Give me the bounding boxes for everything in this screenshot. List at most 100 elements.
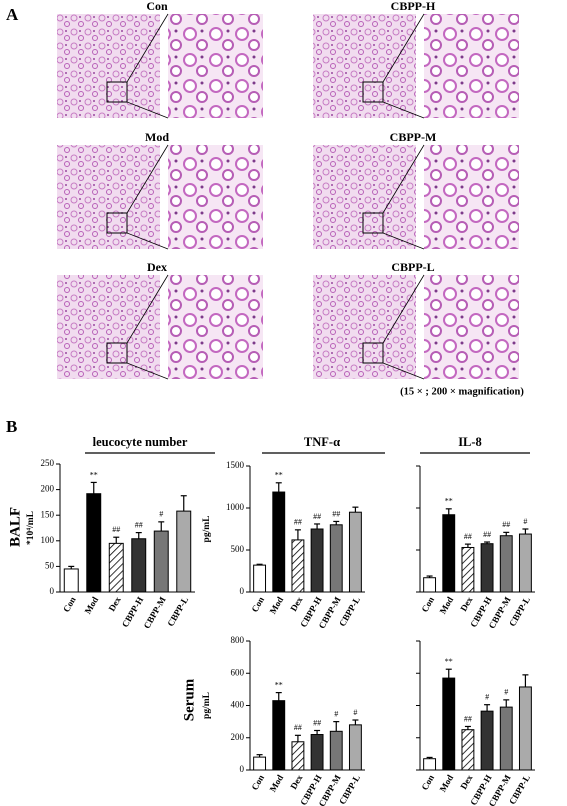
x-tick-label: Dex (288, 773, 304, 791)
bar (461, 546, 475, 593)
significance: # (485, 693, 489, 702)
zoom-line (382, 362, 425, 380)
roi-box (362, 81, 384, 103)
bar (131, 538, 147, 593)
significance: ** (90, 470, 98, 479)
y-tick-label: 200 (231, 732, 245, 742)
bar (329, 524, 343, 593)
bar (108, 542, 124, 593)
column-title: leucocyte number (93, 435, 188, 449)
x-tick-label: Dex (107, 595, 123, 613)
zoom-line (126, 13, 169, 83)
x-tick-label: Mod (268, 595, 286, 616)
y-tick-label: 150 (41, 509, 55, 519)
micrograph (57, 14, 160, 118)
y-tick-label: 400 (231, 700, 245, 710)
x-tick-label: Mod (438, 595, 456, 616)
y-tick-label: 0 (240, 586, 245, 596)
zoom-line (382, 144, 425, 214)
bar (86, 493, 102, 593)
row-label: BALF (7, 507, 23, 547)
bar (63, 568, 79, 593)
y-tick-label: 500 (231, 544, 245, 554)
micrograph (57, 145, 160, 249)
significance: # (334, 709, 338, 718)
y-tick-label: 100 (41, 535, 55, 545)
column-title: TNF-α (304, 435, 340, 449)
y-axis-label: pg/mL (202, 516, 212, 543)
y-tick-label: 0 (50, 586, 55, 596)
zoom-line (126, 232, 169, 250)
x-tick-label: Mod (268, 773, 286, 794)
bar (310, 734, 324, 771)
bar (499, 535, 513, 593)
bar (518, 686, 532, 771)
y-axis-label: pg/mL (202, 692, 212, 719)
bar (348, 724, 362, 771)
significance: ## (112, 525, 120, 534)
significance: # (523, 517, 527, 526)
bar (480, 543, 494, 593)
image-label: Dex (147, 260, 167, 274)
significance: # (504, 688, 508, 697)
bar (291, 741, 305, 771)
y-tick-label: 200 (41, 484, 55, 494)
bar (272, 491, 286, 593)
significance: ## (313, 512, 321, 521)
image-label: Mod (145, 130, 169, 144)
row-label: Serum (181, 678, 197, 721)
significance: ## (135, 520, 143, 529)
significance: ** (275, 471, 283, 480)
column-title: IL-8 (458, 435, 482, 449)
y-tick-label: 1000 (226, 502, 245, 512)
x-tick-label: Dex (288, 595, 304, 613)
image-label: CBPP-M (390, 130, 437, 144)
zoom-line (382, 232, 425, 250)
x-tick-label: Mod (83, 595, 101, 616)
significance: ## (294, 723, 302, 732)
bar (442, 514, 456, 593)
significance: ## (294, 518, 302, 527)
micrograph (57, 275, 160, 379)
x-tick-label: Con (419, 773, 436, 792)
micrograph-zoom (424, 14, 519, 118)
panel-label: A (6, 5, 19, 24)
bar (442, 677, 456, 771)
roi-box (362, 212, 384, 234)
significance: ** (275, 680, 283, 689)
zoom-line (382, 274, 425, 344)
bar (272, 700, 286, 771)
panel-label: B (6, 417, 17, 436)
bar (348, 511, 362, 593)
bar (253, 564, 267, 593)
micrograph (313, 14, 416, 118)
x-tick-label: Con (61, 595, 78, 614)
bar (310, 528, 324, 593)
y-axis-label: *10⁴/mL (26, 511, 36, 545)
y-tick-label: 50 (45, 560, 55, 570)
x-tick-label: Mod (438, 773, 456, 794)
bar (423, 577, 437, 593)
image-label: CBPP-H (391, 0, 436, 13)
bar (518, 533, 532, 593)
significance: ## (464, 532, 472, 541)
significance: ## (332, 509, 340, 518)
bar (153, 530, 169, 593)
roi-box (106, 212, 128, 234)
significance: ** (445, 657, 453, 666)
x-tick-label: CBPP-L (165, 595, 190, 628)
bar (480, 710, 494, 771)
bar (176, 510, 192, 593)
zoom-line (126, 101, 169, 119)
zoom-line (126, 274, 169, 344)
zoom-line (382, 101, 425, 119)
bar (253, 756, 267, 771)
bar (499, 706, 513, 771)
zoom-line (126, 144, 169, 214)
micrograph-zoom (168, 14, 263, 118)
significance: ## (502, 520, 510, 529)
roi-box (106, 342, 128, 364)
micrograph (313, 275, 416, 379)
y-tick-label: 800 (231, 635, 245, 645)
x-tick-label: Con (249, 773, 266, 792)
